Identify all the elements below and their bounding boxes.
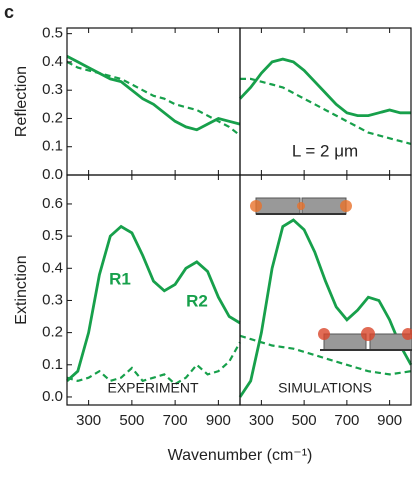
y-axis-label: Reflection [13, 66, 30, 137]
y-tick-label: 0.4 [42, 53, 63, 70]
plot-frame [66, 27, 241, 176]
annotation: SIMULATIONS [278, 380, 372, 396]
line [240, 77, 412, 145]
y-tick-label: 0.4 [42, 259, 63, 276]
annotation: L = 2 μm [292, 141, 358, 160]
y-tick-label: 0.3 [42, 81, 63, 98]
y-tick-label: 0.5 [42, 25, 63, 42]
x-tick-label: 700 [163, 412, 188, 429]
y-tick-label: 0.5 [42, 227, 63, 244]
line [238, 218, 412, 398]
x-tick-label: 300 [249, 412, 274, 429]
y-tick-label: 0.0 [42, 388, 63, 405]
annotation: EXPERIMENT [107, 380, 198, 396]
x-tick-label: 500 [292, 412, 317, 429]
x-tick-label: 900 [206, 412, 231, 429]
line [66, 224, 241, 382]
y-tick-label: 0.6 [42, 195, 63, 212]
x-axis-label: Wavenumber (cm⁻¹) [168, 447, 313, 464]
line [66, 55, 241, 132]
x-tick-label: 700 [334, 412, 359, 429]
x-tick-label: 900 [377, 412, 402, 429]
y-tick-label: 0.2 [42, 324, 63, 341]
y-tick-label: 0.1 [42, 356, 63, 373]
line [66, 341, 241, 386]
panel-label: c [4, 2, 14, 22]
y-axis-label: Extinction [13, 255, 30, 324]
y-tick-label: 0.0 [42, 166, 63, 183]
y-tick-label: 0.2 [42, 109, 63, 126]
annotation: R2 [186, 291, 208, 310]
plot-frame [239, 174, 412, 406]
y-tick-label: 0.3 [42, 291, 63, 308]
insets [250, 197, 412, 351]
annotation: R1 [109, 269, 131, 288]
line [238, 57, 411, 117]
line [66, 60, 241, 137]
y-tick-label: 0.1 [42, 138, 63, 155]
x-tick-label: 300 [76, 412, 101, 429]
x-tick-label: 500 [119, 412, 144, 429]
